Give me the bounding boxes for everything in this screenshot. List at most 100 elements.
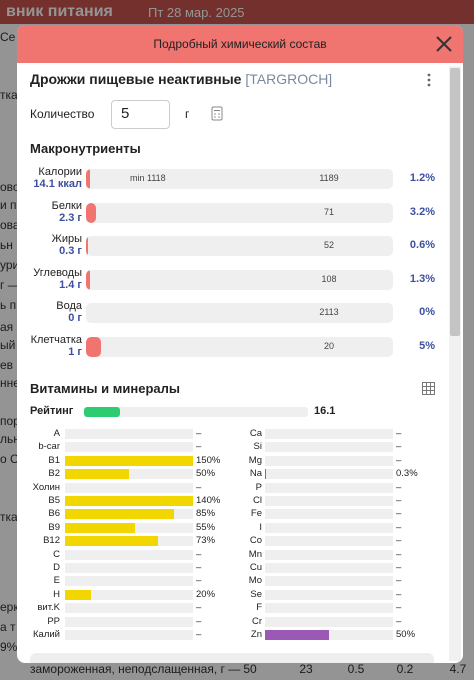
nutrient-name: B12 [43, 535, 60, 547]
nutrient-value: 20% [196, 588, 216, 600]
nutrient-track [65, 469, 193, 480]
nutrient-track [265, 522, 393, 533]
modal-header [17, 25, 463, 63]
nutrient-track [65, 442, 193, 453]
section-title: Макронутриенты [30, 141, 141, 156]
macro-percent: 1.2% [409, 172, 435, 184]
calculator-icon[interactable] [211, 106, 223, 121]
nutrient-name: Холин [32, 481, 60, 493]
nutrient-track [65, 496, 193, 506]
macro-percent: 1.3% [409, 272, 435, 285]
macro-track [86, 337, 393, 357]
macro-name: Жиры [51, 233, 82, 246]
nutrient-track [65, 616, 193, 627]
nutrient-track [65, 603, 193, 614]
nutrient-bar [65, 522, 136, 533]
background-text: ая к [0, 320, 22, 334]
row-cell: 23 [299, 662, 313, 676]
nutrient-track [265, 536, 393, 547]
nutrient-bar [65, 509, 174, 520]
nutrient-value: – [396, 481, 402, 493]
nutrient-name: B6 [48, 508, 60, 520]
macro-min: min 1118 [130, 173, 166, 183]
nutrient-value: – [196, 562, 202, 573]
menu-button[interactable] [425, 72, 433, 88]
row-name: замороженная, неподслащенная, г — [30, 662, 241, 676]
macro-bar [86, 236, 88, 257]
macro-percent: 0.6% [409, 239, 435, 252]
nutrient-track [65, 576, 193, 587]
macro-percent: 0% [419, 306, 435, 319]
nutrient-track [265, 603, 393, 614]
macro-track [86, 269, 393, 290]
nutrient-track [65, 630, 193, 640]
nutrient-name: B2 [48, 468, 60, 480]
app-title: вник питания [6, 3, 113, 20]
nutrient-value: – [196, 602, 202, 614]
nutrient-name: вит.K [37, 602, 60, 614]
nutrient-bar [265, 630, 329, 640]
nutrient-name: C [53, 548, 60, 560]
nutrient-track [265, 455, 393, 466]
nutrient-name: F [256, 602, 262, 614]
nutrient-track [265, 496, 393, 506]
quantity-value: 5 [121, 105, 130, 122]
macro-amount: 0 г [68, 312, 82, 325]
nutrient-name: Mg [248, 454, 262, 466]
nutrient-value: – [396, 535, 402, 547]
quantity-input[interactable] [111, 100, 170, 129]
nutrient-track [265, 589, 393, 600]
nutrient-name: PP [47, 615, 60, 627]
nutrient-track [65, 509, 193, 520]
macro-name: Вода [56, 300, 82, 313]
nutrient-name: D [53, 562, 60, 573]
background-text: ово [0, 180, 20, 194]
macro-amount: 2.3 г [59, 211, 82, 224]
nutrient-bar [65, 589, 91, 600]
nutrient-value: 73% [196, 535, 216, 547]
macro-name: Клетчатка [30, 334, 82, 346]
nutrient-value: – [396, 441, 402, 453]
nutrient-value: – [396, 575, 402, 587]
nutrient-bar [65, 455, 193, 466]
macro-name: Калории [38, 166, 82, 178]
nutrient-name: Zn [250, 629, 262, 640]
nutrient-track [265, 469, 393, 480]
nutrient-track [65, 589, 193, 600]
nutrient-value: – [396, 495, 402, 506]
nutrient-value: – [396, 602, 402, 614]
nutrient-track [65, 455, 193, 466]
nutrient-track [65, 522, 193, 533]
nutrient-track [65, 563, 193, 573]
background-text: ова [0, 218, 20, 232]
row-cell: 0.2 [396, 662, 414, 676]
macro-amount: 14.1 ккал [33, 178, 82, 190]
nutrient-name: Cr [251, 615, 262, 627]
nutrient-name: A [53, 428, 60, 439]
background-text: и п [0, 198, 17, 212]
macro-name: Углеводы [33, 266, 82, 279]
nutrient-name: Mo [248, 575, 262, 587]
row-cell: 0.5 [347, 662, 365, 676]
section-title: Витамины и минералы [30, 381, 180, 396]
date[interactable]: Пт 28 мар. 2025 [148, 5, 245, 20]
background-text: ерк [0, 600, 19, 614]
macro-norm: 20 [323, 341, 334, 351]
nutrient-value: – [396, 428, 402, 439]
nutrient-track [265, 482, 393, 493]
close-button[interactable] [435, 35, 453, 53]
nutrient-track [65, 549, 193, 560]
table-icon[interactable] [422, 382, 435, 395]
nutrient-value: 150% [196, 454, 221, 466]
nutrient-name: B1 [48, 454, 60, 466]
unit: г [185, 107, 190, 121]
scrollbar-thumb[interactable] [450, 68, 460, 336]
macro-track [86, 303, 393, 324]
nutrient-value: – [396, 521, 402, 533]
background-text: ури [0, 258, 20, 272]
nutrient-bar [65, 536, 159, 547]
background-text: нне [0, 376, 20, 390]
macro-amount: 1 г [68, 346, 82, 358]
nutrient-value: 140% [196, 495, 221, 506]
